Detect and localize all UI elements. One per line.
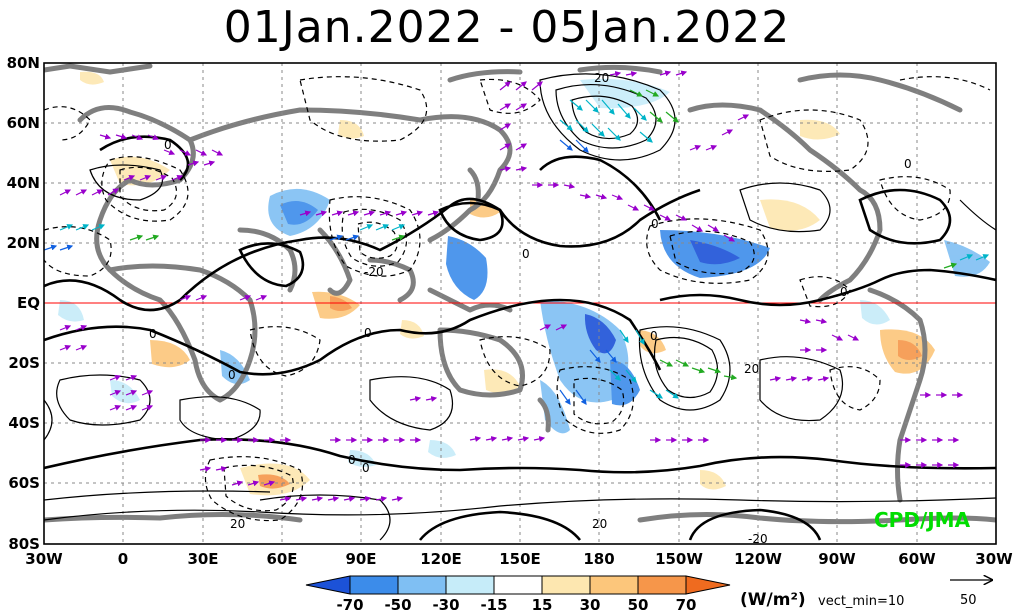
contour-label: 0 <box>149 327 157 341</box>
colorbar-tick: -50 <box>384 596 411 612</box>
colorbar-bin <box>541 575 591 595</box>
colorbar-tick: -70 <box>336 596 363 612</box>
lat-label-60n: 60N <box>7 114 40 132</box>
contour-label: 20 <box>594 71 609 85</box>
lon-label: 30W <box>25 550 63 568</box>
contour-label: 20 <box>744 362 759 376</box>
colorbar-tick: -15 <box>480 596 507 612</box>
lon-label: 120E <box>420 550 462 568</box>
lon-label: 180 <box>583 550 614 568</box>
contour-label: 0 <box>840 285 848 299</box>
lat-label-80n: 80N <box>7 54 40 72</box>
lon-label: 90E <box>345 550 376 568</box>
map-frame <box>43 62 997 545</box>
lon-label: 0 <box>118 550 128 568</box>
contour-label: 0 <box>522 247 530 261</box>
wind-vectors <box>44 70 990 502</box>
lat-label-60s: 60S <box>8 474 40 492</box>
colorbar-bin <box>685 575 731 595</box>
contour-label: 0 <box>228 368 236 382</box>
olr-shading <box>58 71 990 496</box>
lon-label: 150E <box>499 550 541 568</box>
lon-label: 150W <box>655 550 703 568</box>
reference-vector-value: 50 <box>960 593 977 608</box>
colorbar-tick: -30 <box>432 596 459 612</box>
contour-label: -20 <box>748 532 768 546</box>
contour-label: 0 <box>364 326 372 340</box>
longitude-labels: 30W 0 30E 60E 90E 120E 150E 180 150W 120… <box>25 550 1013 568</box>
lon-label: 30E <box>187 550 218 568</box>
colorbar-bin <box>493 575 543 595</box>
colorbar-units: (W/m²) <box>740 590 806 610</box>
colorbar-bin <box>305 575 351 595</box>
lat-label-20s: 20S <box>8 354 40 372</box>
colorbar-tick: 30 <box>580 596 601 612</box>
lon-label: 60E <box>266 550 297 568</box>
contour-label: 0 <box>904 157 912 171</box>
contour-labels: 0 0 0 0 -20 0 0 0 0 0 20 20 -20 0 0 20 2… <box>149 71 912 546</box>
contour-label: 0 <box>650 329 658 343</box>
colorbar-tick: 15 <box>532 596 553 612</box>
lat-label-40n: 40N <box>7 174 40 192</box>
colorbar <box>305 575 731 595</box>
lon-label: 90W <box>818 550 856 568</box>
coastlines <box>44 63 996 525</box>
colorbar-bin <box>349 575 399 595</box>
lon-label: 60W <box>898 550 936 568</box>
lat-label-20n: 20N <box>7 234 40 252</box>
lon-label: 120W <box>734 550 782 568</box>
credit-label: CPD/JMA <box>874 508 971 532</box>
contour-label: 0 <box>348 453 356 467</box>
contour-label: 0 <box>362 461 370 475</box>
lat-label-80s: 80S <box>8 535 40 553</box>
map-title: 01Jan.2022 - 05Jan.2022 <box>223 2 791 53</box>
lon-label: 30W <box>975 550 1013 568</box>
colorbar-tick: 50 <box>628 596 649 612</box>
colorbar-bin <box>637 575 687 595</box>
vector-min-label: vect_min=10 <box>818 594 905 609</box>
latitude-labels: 80N 60N 40N 20N EQ 20S 40S 60S 80S <box>7 54 40 553</box>
contour-label: 20 <box>592 517 607 531</box>
contour-label: -20 <box>364 265 384 279</box>
contour-label: 0 <box>164 138 172 152</box>
contour-label: 0 <box>651 217 659 231</box>
colorbar-bin <box>589 575 639 595</box>
lat-label-eq: EQ <box>17 294 40 312</box>
colorbar-ticks: -70 -50 -30 -15 15 30 50 70 <box>336 596 696 612</box>
colorbar-bin <box>397 575 447 595</box>
contour-label: 20 <box>230 517 245 531</box>
colorbar-tick: 70 <box>676 596 697 612</box>
contours <box>44 73 996 541</box>
colorbar-bin <box>445 575 495 595</box>
lat-label-40s: 40S <box>8 414 40 432</box>
